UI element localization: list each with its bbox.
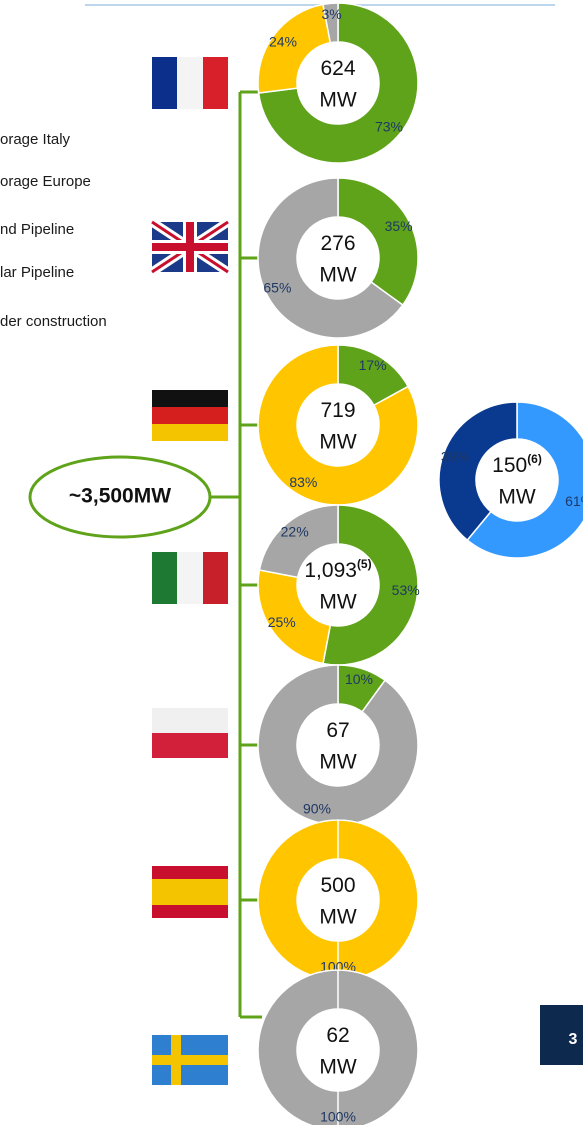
total-label: ~3,500MW xyxy=(69,485,171,508)
value-label: 65% xyxy=(263,280,291,296)
value-label: 17% xyxy=(359,357,387,373)
center-label: 719 xyxy=(320,399,355,422)
page-number-box xyxy=(540,1005,583,1065)
center-note: (5) xyxy=(357,557,372,571)
legend-item: der construction xyxy=(0,313,107,330)
value-label: 73% xyxy=(375,119,403,135)
value-label: 24% xyxy=(269,34,297,50)
donut: 100%500MW xyxy=(257,819,419,981)
slice xyxy=(466,401,583,559)
value-label: 3% xyxy=(321,6,341,22)
slice xyxy=(322,2,339,44)
tree xyxy=(28,90,262,1019)
center-label: 150(6) xyxy=(492,452,542,476)
center-note: (6) xyxy=(527,452,542,466)
slice xyxy=(257,3,332,94)
flags xyxy=(149,57,231,1085)
center-value: 62 xyxy=(326,1024,349,1047)
legend-item: lar Pipeline xyxy=(0,264,74,281)
center-value: 67 xyxy=(326,719,349,742)
donut: 73% 24% 3% 624 MW xyxy=(257,2,419,164)
center-value: 624 xyxy=(320,57,355,80)
center-label: 624 xyxy=(320,57,355,80)
center-label: 1,093(5) xyxy=(304,557,371,581)
center-value: 500 xyxy=(320,874,355,897)
value-label: 22% xyxy=(281,523,309,539)
center-unit: MW xyxy=(319,89,356,112)
value-label: 83% xyxy=(289,474,317,490)
legend-item: nd Pipeline xyxy=(0,221,74,238)
value-label: 39% xyxy=(441,448,469,464)
center-value: 1,093 xyxy=(304,559,357,582)
slice xyxy=(257,177,404,339)
donut: 53% 25% 22% 1,093(5) MW xyxy=(257,504,420,666)
center-unit: MW xyxy=(319,591,356,614)
center-label: 276 xyxy=(320,232,355,255)
slice xyxy=(257,819,419,981)
slice xyxy=(257,664,419,826)
donut: 100% 62 MW xyxy=(257,969,419,1125)
slice xyxy=(257,969,419,1125)
value-label: 35% xyxy=(385,218,413,234)
value-label: 100% xyxy=(320,1109,356,1125)
center-value: 719 xyxy=(320,399,355,422)
center-unit: MW xyxy=(319,1056,356,1079)
value-label: 61% xyxy=(565,493,583,509)
center-unit: MW xyxy=(319,264,356,287)
value-label: 10% xyxy=(345,671,373,687)
center-label: 500 xyxy=(320,874,355,897)
value-label: 25% xyxy=(268,614,296,630)
center-label: 67 xyxy=(326,719,349,742)
center-unit: MW xyxy=(319,431,356,454)
slice xyxy=(337,177,419,307)
slice xyxy=(257,2,419,164)
center-unit: MW xyxy=(498,486,535,509)
legend-item: orage Italy xyxy=(0,131,71,148)
donut: 35% 65% 276 MW xyxy=(257,177,419,339)
center-unit: MW xyxy=(319,751,356,774)
slice xyxy=(257,344,419,506)
donut: 10% 90% 67 MW xyxy=(257,664,419,826)
page-number: 3 xyxy=(569,1031,578,1048)
center-value: 150 xyxy=(492,454,527,477)
donut: 61% 39% 150(6) MW xyxy=(438,401,583,559)
value-label: 90% xyxy=(303,800,331,816)
legend-item: orage Europe xyxy=(0,173,91,190)
donut: 17% 83% 719 MW xyxy=(257,344,419,506)
center-value: 276 xyxy=(320,232,355,255)
center-label: 62 xyxy=(326,1024,349,1047)
slice xyxy=(258,504,339,579)
value-label: 53% xyxy=(392,582,420,598)
slice xyxy=(438,401,518,542)
center-unit: MW xyxy=(319,906,356,929)
